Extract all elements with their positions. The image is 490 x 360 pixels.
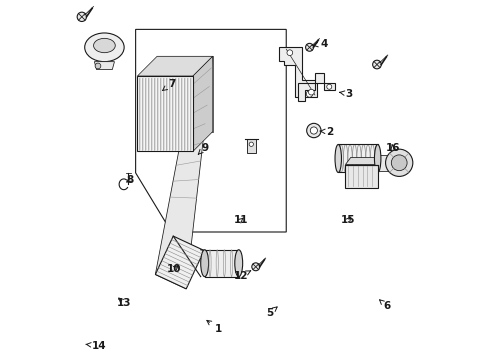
Text: 2: 2 <box>320 127 333 136</box>
Text: 7: 7 <box>163 79 175 91</box>
Text: 6: 6 <box>380 300 390 311</box>
Bar <box>205 250 239 276</box>
Bar <box>345 165 378 188</box>
Ellipse shape <box>335 144 342 172</box>
Polygon shape <box>137 76 193 151</box>
Text: 13: 13 <box>117 298 131 308</box>
Ellipse shape <box>374 144 381 172</box>
Text: 12: 12 <box>233 271 251 281</box>
Polygon shape <box>155 56 213 289</box>
Ellipse shape <box>85 33 124 62</box>
Circle shape <box>306 43 314 51</box>
Text: 4: 4 <box>314 39 328 49</box>
Ellipse shape <box>201 250 209 276</box>
Bar <box>247 139 256 153</box>
Text: 11: 11 <box>233 215 248 225</box>
Polygon shape <box>345 157 383 165</box>
Text: 8: 8 <box>126 175 133 185</box>
Text: 9: 9 <box>198 143 208 154</box>
Circle shape <box>306 91 313 97</box>
Circle shape <box>252 263 260 271</box>
Polygon shape <box>193 56 213 151</box>
Circle shape <box>307 123 321 138</box>
Circle shape <box>373 60 381 69</box>
Text: 5: 5 <box>267 307 277 318</box>
Circle shape <box>327 84 332 89</box>
Circle shape <box>95 63 101 69</box>
Polygon shape <box>95 62 115 69</box>
Bar <box>376 155 392 171</box>
Text: 16: 16 <box>386 143 400 153</box>
Text: 3: 3 <box>340 89 353 99</box>
Text: 10: 10 <box>167 264 181 274</box>
Circle shape <box>310 127 318 134</box>
Circle shape <box>287 50 293 55</box>
Bar <box>338 144 378 172</box>
Circle shape <box>386 149 413 176</box>
Text: 14: 14 <box>86 341 106 351</box>
Ellipse shape <box>235 250 243 276</box>
Polygon shape <box>279 47 317 97</box>
Circle shape <box>77 12 87 22</box>
Polygon shape <box>298 73 335 101</box>
Ellipse shape <box>94 39 115 53</box>
Polygon shape <box>157 56 213 132</box>
Polygon shape <box>155 236 204 289</box>
Circle shape <box>249 142 253 147</box>
Text: 1: 1 <box>207 320 222 334</box>
Polygon shape <box>137 56 213 76</box>
Circle shape <box>392 155 407 171</box>
Text: 15: 15 <box>341 215 356 225</box>
Circle shape <box>309 89 314 95</box>
